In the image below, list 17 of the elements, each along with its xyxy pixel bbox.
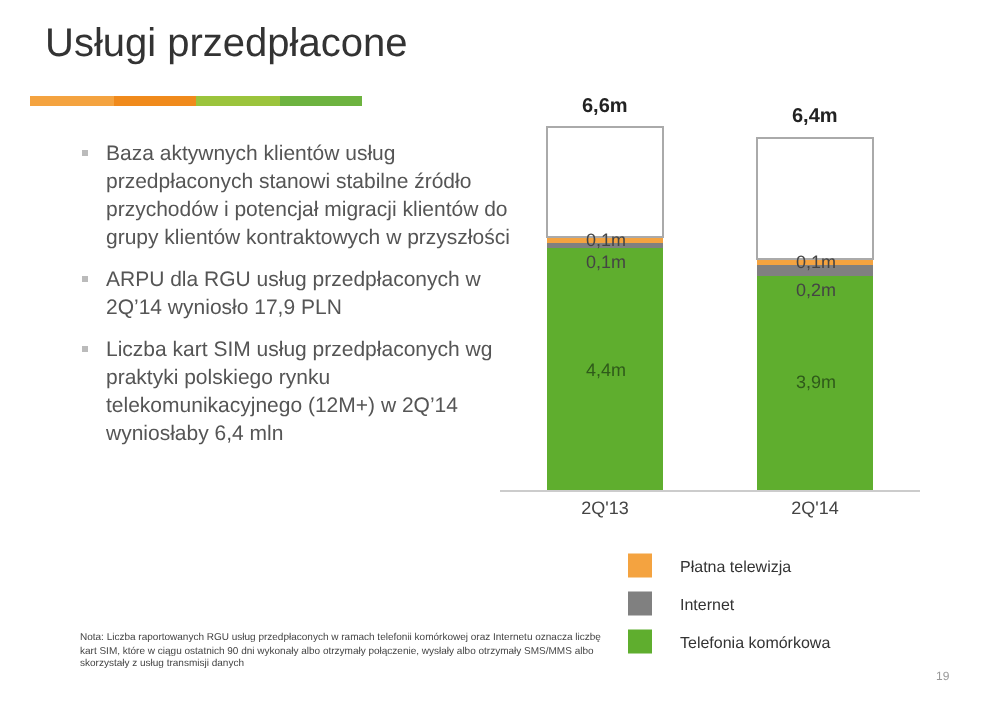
legend-label: Telefonia komórkowa bbox=[680, 633, 832, 652]
data-label: 4,4m bbox=[586, 360, 627, 380]
annotation: Baza aktywnych klientów usług przedpłaconych stanowi stabilne źródło przychodów i potencjał migracji klientów do grupy klientów kontraktowych w przyszłości bbox=[80, 140, 530, 252]
data-label: 0,1m bbox=[586, 252, 627, 272]
text: ARPU dla RGU usług przedpłaconych w 2Q’14 wyniosło 17,9 PLN bbox=[80, 266, 530, 322]
legend-label: Internet bbox=[680, 595, 736, 614]
text: Liczba kart SIM usług przedpłaconych wg praktyki polskiego rynku telekomunikacyjnego (12M+) w 2Q’14 wyniosłaby 6,4 mln bbox=[80, 336, 530, 448]
x-tick-label: 2Q'13 bbox=[581, 497, 629, 518]
total-label: 6,6m bbox=[582, 96, 628, 118]
bar bbox=[757, 275, 873, 490]
total-label: 6,4m bbox=[792, 106, 838, 128]
x-tick-label: 2Q'14 bbox=[791, 497, 839, 518]
legend-label: Płatna telewizja bbox=[680, 557, 793, 576]
data-label: 0,2m bbox=[796, 280, 837, 300]
chart-title: Usługi przedpłacone bbox=[45, 22, 408, 67]
data-label: 3,9m bbox=[796, 372, 837, 392]
bar bbox=[547, 248, 663, 490]
